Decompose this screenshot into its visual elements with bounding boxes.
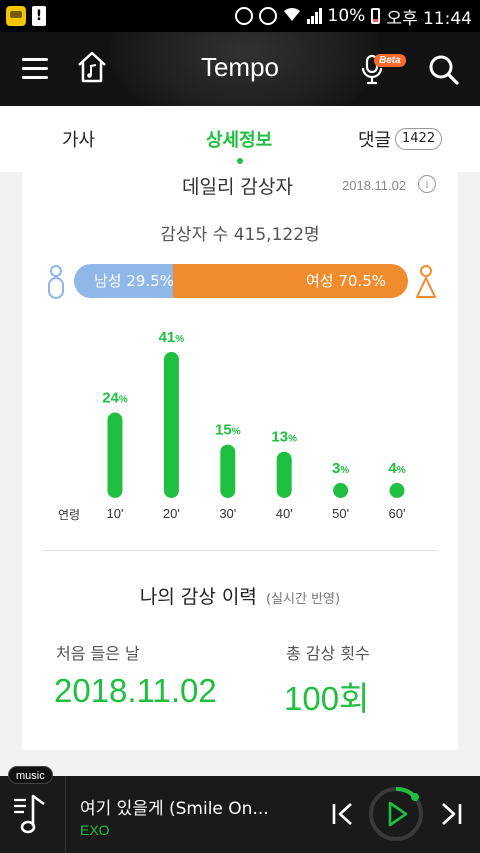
age-bar-value: 15% — [215, 422, 241, 439]
status-bar: ! 10% 오후 11:44 — [0, 0, 480, 32]
age-bar — [389, 483, 405, 498]
gender-ratio-bar: 남성 29.5% 여성 70.5% — [74, 264, 408, 298]
app-notification-icon — [6, 6, 26, 26]
search-icon — [429, 55, 459, 85]
total-plays-label: 총 감상 횟수 — [286, 644, 370, 663]
age-bar-value: 24% — [102, 390, 128, 407]
age-axis-label: 연령 — [58, 508, 81, 522]
age-bar-value: 41% — [159, 329, 185, 346]
battery-icon — [371, 8, 381, 24]
age-category-label: 40' — [276, 506, 293, 521]
section-divider — [42, 550, 438, 551]
age-bar-value: 13% — [271, 429, 297, 446]
history-title: 나의 감상 이력 — [139, 586, 257, 608]
previous-icon — [332, 803, 352, 825]
age-bar — [276, 451, 292, 498]
warning-notification-icon: ! — [32, 6, 46, 26]
next-icon — [442, 803, 462, 825]
male-icon — [46, 264, 66, 300]
next-button[interactable] — [438, 800, 464, 828]
total-plays-value: 100회 — [284, 680, 370, 717]
age-bar — [333, 483, 349, 498]
tab-details[interactable]: 상세정보 — [206, 130, 273, 151]
play-button[interactable] — [368, 786, 424, 842]
history-subtitle: (실시간 반영) — [265, 592, 341, 607]
first-listen-label: 처음 들은 날 — [56, 644, 140, 663]
daily-listeners-title: 데일리 감상자 — [182, 176, 293, 198]
history-heading: 나의 감상 이력 (실시간 반영) — [22, 582, 458, 609]
play-icon — [369, 787, 423, 841]
age-bar — [220, 444, 236, 498]
age-bar — [163, 352, 179, 498]
daily-date: 2018.11.02 — [342, 178, 407, 193]
comment-count-badge: 1422 — [395, 128, 443, 150]
voice-search-button[interactable]: Beta — [360, 48, 410, 88]
home-music-icon — [78, 51, 106, 83]
female-icon — [414, 264, 438, 300]
search-button[interactable] — [428, 54, 460, 86]
playlist-button[interactable] — [0, 776, 66, 853]
male-share-bar: 남성 29.5% — [74, 264, 174, 298]
signal-icon — [306, 8, 322, 24]
tab-lyrics[interactable]: 가사 — [62, 130, 96, 151]
status-indicators: 10% 오후 11:44 — [234, 0, 472, 32]
tab-comments[interactable]: 댓글 — [358, 130, 392, 151]
age-category-label: 50' — [332, 506, 349, 521]
info-icon[interactable]: i — [418, 175, 436, 193]
age-distribution-chart: 연령 24% 10' 41% 20' 15% 30' 13% 40' 3% 50' 4% 60' — [22, 312, 458, 532]
app-header: Tempo Beta — [0, 32, 480, 106]
age-bar-value: 3% — [332, 460, 349, 477]
detail-card: 데일리 감상자 2018.11.02 i 감상자 수 415,122명 남성 2… — [22, 172, 458, 750]
home-button[interactable] — [76, 50, 108, 84]
now-playing-artist[interactable]: EXO — [80, 822, 110, 838]
menu-button[interactable] — [22, 56, 48, 80]
alarm-icon — [258, 7, 277, 25]
header-background-art — [110, 32, 380, 106]
listener-count: 감상자 수 415,122명 — [160, 225, 320, 245]
first-listen-date: 2018.11.02 — [54, 672, 217, 709]
age-category-label: 10' — [107, 506, 124, 521]
beta-badge: Beta — [374, 54, 406, 67]
active-tab-indicator — [237, 158, 243, 164]
battery-level: 10% — [327, 6, 366, 26]
age-bar-value: 4% — [388, 460, 405, 477]
page-title: Tempo — [200, 52, 280, 82]
wifi-icon — [283, 6, 301, 27]
mini-player[interactable]: 여기 있을게 (Smile On... EXO — [0, 776, 480, 853]
age-category-label: 60' — [389, 506, 406, 521]
age-category-label: 20' — [163, 506, 180, 521]
age-category-label: 30' — [219, 506, 236, 521]
age-bar — [107, 412, 123, 498]
clock: 오후 11:44 — [386, 8, 472, 29]
now-playing-title[interactable]: 여기 있을게 (Smile On... — [80, 799, 269, 819]
playlist-icon — [14, 794, 45, 834]
data-saver-icon — [234, 7, 253, 25]
female-share-bar: 여성 70.5% — [172, 264, 408, 298]
age-bars: 24% 10' 41% 20' 15% 30' 13% 40' 3% 50' 4% 60' — [102, 329, 406, 521]
music-badge: music — [8, 766, 53, 784]
previous-button[interactable] — [330, 800, 356, 828]
